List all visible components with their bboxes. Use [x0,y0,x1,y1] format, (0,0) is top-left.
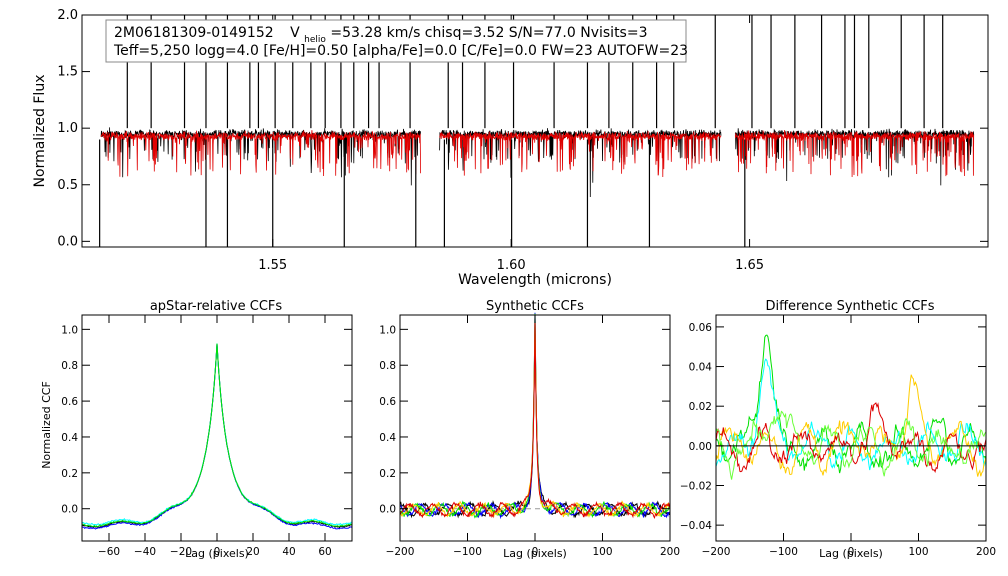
star-id: 2M06181309-0149152 [114,25,274,41]
x-tick-label: 200 [660,546,680,558]
apstar-ccf-series-visit-3 [81,343,353,526]
x-tick-label: 0 [532,546,539,558]
spectrum-ylabel: Normalized Flux [32,75,48,188]
synthetic-ccf-ticks: −200 −100 0 100 200 0.0 0.2 0.4 0.6 0.8 1.0 [379,315,680,558]
y-tick-label: 0.2 [379,468,396,480]
spectrum-series-model [100,130,421,177]
y-tick-label: 0.4 [61,432,78,444]
apstar-ccf-series-group [81,343,353,530]
difference-ccf-series-visit-5 [715,410,987,480]
spectrum-info-line-2: Teff=5,250 logg=4.0 [Fe/H]=0.50 [alpha/F… [113,43,688,59]
y-tick-label: −0.02 [680,480,712,492]
star-stats: =53.28 km/s chisq=3.52 S/N=77.0 Nvisits=… [330,25,647,41]
x-tick-label: 1.65 [735,258,764,273]
y-tick-label: 0.02 [689,401,712,413]
apstar-ccf-panel: apStar-relative CCFs −60 −40 −20 0 20 40 60 0.0… [40,299,353,560]
x-tick-label: 0 [214,546,221,558]
x-tick-label: −20 [170,546,192,558]
y-tick-label: 0.0 [57,234,78,249]
x-tick-label: −60 [98,546,120,558]
y-tick-label: 0.8 [61,360,78,372]
x-tick-label: −100 [453,546,482,558]
spectrum-info-line-1: 2M06181309-0149152 V helio =53.28 km/s c… [114,25,647,46]
spectrum-plot-frame [81,14,989,248]
difference-ccf-ticks: −200 −100 0 100 200 −0.04 −0.02 0.00 0.02 0.04 0.0… [680,315,996,558]
y-tick-label: 0.4 [379,432,396,444]
difference-ccf-xlabel: Lag (pixels) [819,547,883,560]
spectrum-series-model [734,130,975,178]
x-tick-label: 100 [592,546,612,558]
spectrum-xlabel: Wavelength (microns) [458,272,612,288]
y-tick-label: 1.0 [57,121,78,136]
x-tick-label: 60 [318,546,331,558]
difference-ccf-panel: Difference Synthetic CCFs −200 −100 0 100 20… [680,299,996,560]
x-tick-label: 200 [976,546,996,558]
synthetic-ccf-series-visit-5 [399,322,671,519]
x-tick-label: 40 [282,546,295,558]
spectrum-panel: 1.55 1.60 1.65 0.0 0.5 1.0 1.5 2.0 2M06181309-0… [32,8,989,288]
apstar-ccf-xlabel: Lag (pixels) [185,547,249,560]
y-tick-label: 0.0 [379,504,396,516]
x-tick-label: 100 [908,546,928,558]
x-tick-label: 1.60 [497,258,526,273]
y-tick-label: 1.5 [57,65,78,80]
x-tick-label: 0 [848,546,855,558]
y-tick-label: 0.8 [379,360,396,372]
apstar-ccf-title: apStar-relative CCFs [150,299,283,314]
x-tick-label: 1.55 [258,258,287,273]
difference-ccf-title: Difference Synthetic CCFs [765,299,934,314]
y-tick-label: 0.5 [57,178,78,193]
spectrum-ticks: 1.55 1.60 1.65 0.0 0.5 1.0 1.5 2.0 [57,8,988,273]
spectrum-info-box [105,19,687,63]
spectrum-series-observed [439,128,722,198]
y-tick-label: 0.04 [689,362,713,374]
apstar-ccf-series-visit-4 [81,343,353,528]
y-tick-label: −0.04 [680,520,712,532]
y-tick-label: 2.0 [57,8,78,23]
y-tick-label: 0.6 [379,396,396,408]
vhelio-subscript: helio [304,35,326,45]
x-tick-label: −200 [386,546,415,558]
vhelio-symbol: V [290,25,300,41]
synthetic-ccf-series-group [399,312,671,520]
spectrum-series-model [439,130,722,178]
y-tick-label: 1.0 [379,324,396,336]
difference-ccf-series-visit-1 [715,334,987,474]
synthetic-ccf-title: Synthetic CCFs [486,299,584,314]
y-tick-label: 0.0 [61,504,78,516]
y-tick-label: 1.0 [61,324,78,336]
apstar-ccf-series-visit-2 [81,343,353,530]
apstar-ccf-series-visit-1 [81,343,353,529]
y-tick-label: 0.6 [61,396,78,408]
x-tick-label: −200 [702,546,731,558]
difference-ccf-series-visit-3 [715,374,987,477]
y-tick-label: 0.2 [61,468,78,480]
apstar-ccf-ylabel: Normalized CCF [40,381,53,469]
apstar-ccf-ticks: −60 −40 −20 0 20 40 60 0.0 0.2 0.4 0.6 0.8 1.0 [61,315,352,558]
y-tick-label: 0.06 [689,322,713,334]
difference-ccf-series-visit-4 [715,402,987,473]
synthetic-ccf-panel: Synthetic CCFs −200 −100 0 100 200 0.0 0.2 0.4 0… [379,299,680,560]
y-tick-label: 0.00 [689,441,712,453]
x-tick-label: −40 [134,546,156,558]
x-tick-label: 20 [246,546,259,558]
difference-ccf-series-group [715,334,987,480]
x-tick-label: −100 [769,546,798,558]
synthetic-ccf-xlabel: Lag (pixels) [503,547,567,560]
